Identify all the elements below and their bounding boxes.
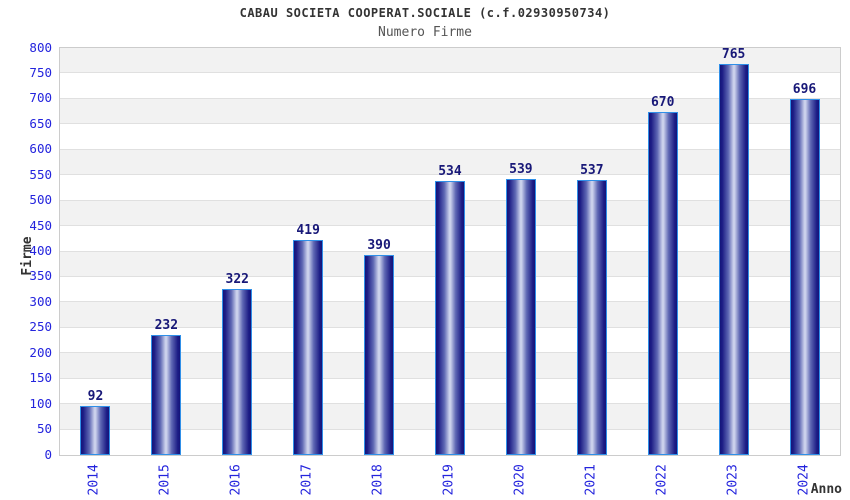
- y-tick-label: 50: [36, 421, 52, 437]
- plot-band: [60, 97, 840, 125]
- y-tick-label: 650: [29, 115, 52, 131]
- bar-column-2016: 322: [202, 48, 273, 455]
- y-tick-label: 350: [29, 268, 52, 284]
- bar-column-2019: 534: [415, 48, 486, 455]
- x-tick-label: 2023: [725, 464, 741, 496]
- x-axis-title: Anno: [810, 482, 842, 497]
- bar-2020: [505, 178, 536, 455]
- bar-column-2020: 539: [485, 48, 556, 455]
- bar-value-label: 232: [154, 317, 179, 333]
- bar-2017: [293, 239, 324, 455]
- bar-2016: [222, 289, 253, 455]
- bar-value-label: 92: [87, 389, 104, 405]
- chart-subtitle: Numero Firme: [378, 25, 472, 40]
- y-tick-label: 0: [44, 446, 52, 462]
- x-tick-label: 2014: [86, 464, 102, 496]
- x-tick-label: 2019: [441, 464, 457, 496]
- bar-2024: [789, 98, 820, 455]
- x-tick-label: 2018: [370, 464, 386, 496]
- y-tick-label: 600: [29, 141, 52, 157]
- bar-value-label: 537: [580, 162, 604, 178]
- bar-value-label: 534: [438, 164, 462, 180]
- y-tick-label: 300: [29, 293, 52, 309]
- x-tick-label: 2017: [299, 464, 315, 496]
- bar-column-2017: 419: [273, 48, 344, 455]
- plot-area: 92 232 322 419 390 534 539 537 670 765 696: [59, 47, 841, 456]
- y-tick-label: 250: [29, 319, 52, 335]
- bar-column-2018: 390: [344, 48, 415, 455]
- y-tick-label: 150: [29, 370, 52, 386]
- x-tick-label: 2020: [512, 464, 528, 496]
- bar-2023: [718, 63, 749, 455]
- bar-2021: [576, 179, 607, 455]
- bar-value-label: 539: [509, 161, 533, 177]
- bar-column-2014: 92: [60, 48, 131, 455]
- y-tick-label: 550: [29, 166, 52, 182]
- bar-2015: [151, 334, 182, 455]
- bar-2019: [434, 181, 465, 455]
- y-tick-label: 500: [29, 192, 52, 208]
- x-tick-label: 2021: [583, 464, 599, 496]
- y-tick-label: 450: [29, 217, 52, 233]
- y-tick-label: 700: [29, 90, 52, 106]
- plot-band: [60, 72, 840, 99]
- bar-column-2021: 537: [556, 48, 627, 455]
- plot-band: [60, 123, 840, 150]
- bar-value-label: 419: [296, 222, 320, 238]
- bar-value-label: 670: [650, 95, 675, 111]
- chart-title: CABAU SOCIETA COOPERAT.SOCIALE (c.f.0293…: [239, 6, 611, 20]
- bar-value-label: 696: [792, 81, 817, 97]
- bar-value-label: 765: [721, 46, 746, 62]
- bar-column-2015: 232: [131, 48, 202, 455]
- bar-2014: [80, 406, 111, 455]
- x-tick-label: 2016: [228, 464, 244, 496]
- bar-2022: [647, 112, 678, 455]
- bar-column-2023: 765: [698, 46, 769, 455]
- plot-band: [60, 148, 840, 176]
- y-tick-label: 200: [29, 344, 52, 360]
- x-tick-label: 2022: [654, 464, 670, 496]
- y-tick-label: 100: [29, 395, 52, 411]
- bar-2018: [364, 254, 395, 455]
- bar-value-label: 390: [367, 237, 391, 253]
- x-tick-label: 2024: [796, 464, 812, 496]
- plot-band: [60, 48, 840, 74]
- y-tick-label: 400: [29, 243, 52, 258]
- x-tick-label: 2015: [157, 464, 173, 496]
- bar-column-2024: 696: [769, 48, 840, 455]
- bar-column-2022: 670: [627, 48, 698, 455]
- y-tick-label: 750: [29, 64, 52, 80]
- bar-value-label: 322: [225, 272, 249, 288]
- y-tick-label: 800: [29, 39, 52, 55]
